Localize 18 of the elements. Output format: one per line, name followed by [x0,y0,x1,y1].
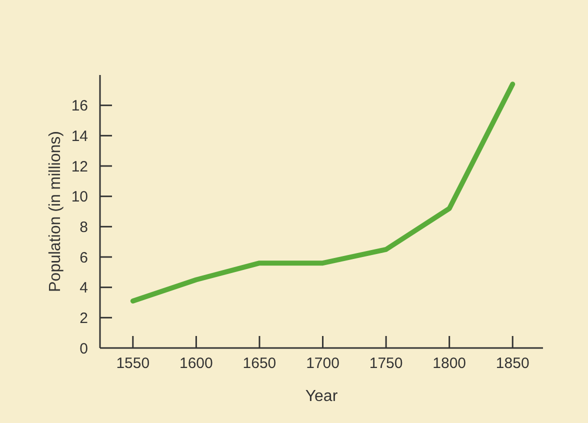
y-tick-label: 6 [80,249,88,266]
x-tick-label: 1650 [242,355,276,372]
y-tick-label: 0 [80,340,88,358]
y-tick-label: 2 [80,310,88,327]
x-tick-label: 1800 [432,355,466,372]
y-tick-label: 14 [71,128,88,145]
x-axis-title: Year [305,388,338,405]
x-tick-label: 1550 [116,355,150,372]
y-axis-title: Population (in millions) [47,131,64,292]
y-tick-label: 12 [71,158,88,176]
x-tick-label: 1700 [306,355,340,372]
y-tick-label: 8 [80,218,88,236]
y-tick-label: 10 [71,188,88,206]
x-tick-label: 1750 [369,355,403,372]
x-tick-label: 1600 [180,355,213,372]
x-tick-label: 1850 [496,355,530,372]
y-tick-label: 16 [71,98,88,115]
y-tick-label: 4 [80,280,88,297]
